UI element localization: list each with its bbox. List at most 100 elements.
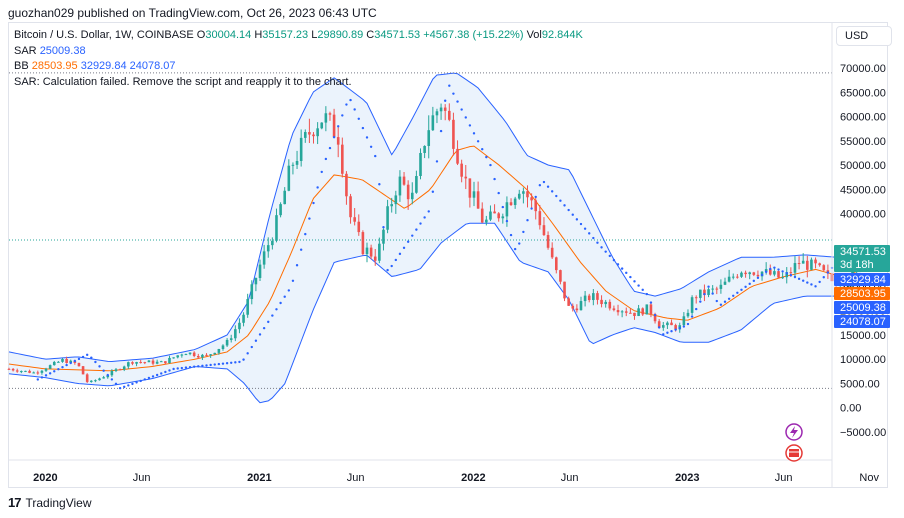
sar-dot <box>106 373 109 377</box>
price-label-box <box>834 245 890 272</box>
candle-body <box>600 299 603 305</box>
bb-basis-value: 28503.95 <box>31 60 78 72</box>
candle-body <box>814 259 817 264</box>
candle-body <box>213 352 217 355</box>
sar-dot <box>238 360 241 364</box>
currency-button[interactable]: USD <box>836 26 892 46</box>
candle-body <box>258 264 262 278</box>
candle-body <box>246 299 249 315</box>
sar-dot <box>493 177 496 181</box>
candle-body <box>48 365 52 369</box>
sar-dot <box>328 146 332 150</box>
sar-dot <box>448 84 451 87</box>
sar-dot <box>369 145 373 148</box>
candle-body <box>443 107 447 111</box>
candle-body <box>563 281 566 299</box>
sar-dot <box>695 307 698 311</box>
candle-body <box>645 304 649 315</box>
candle-body <box>723 281 727 285</box>
sar-dot <box>36 378 40 381</box>
candle-body <box>57 361 60 363</box>
candle-body <box>308 132 311 135</box>
candle-body <box>234 329 237 339</box>
candle-body <box>28 370 31 373</box>
candle-body <box>822 265 826 271</box>
candle-body <box>781 277 784 279</box>
candle-body <box>810 259 813 270</box>
sar-dot <box>213 363 216 366</box>
sar-dot <box>793 275 797 279</box>
sar-dot <box>390 264 393 268</box>
candle-body <box>731 276 735 278</box>
sar-dot <box>476 140 480 143</box>
candle-body <box>480 208 484 223</box>
candle-body <box>439 107 443 112</box>
sar-dot <box>814 285 817 288</box>
candle-body <box>793 263 797 273</box>
candle-body <box>365 247 369 255</box>
sar-label: SAR <box>14 44 37 57</box>
candle-body <box>382 229 385 244</box>
price-label-text: 25009.38 <box>840 302 886 314</box>
sar-dot <box>501 205 505 209</box>
sar-dot <box>287 289 291 292</box>
sar-dot <box>353 108 356 111</box>
open-label: O <box>196 29 206 41</box>
candle-body <box>209 354 212 356</box>
sar-dot <box>732 294 735 297</box>
sar-dot <box>608 254 611 258</box>
sar-dot <box>550 190 554 193</box>
sar-dot <box>546 185 550 188</box>
low-label: L <box>311 29 318 41</box>
candle-body <box>406 184 410 200</box>
candle-body <box>143 362 147 364</box>
sar-dot <box>209 363 212 367</box>
sar-dot <box>711 292 714 295</box>
sar-dot <box>299 248 303 251</box>
candle-body <box>542 225 546 236</box>
sar-dot <box>485 155 488 159</box>
sar-dot <box>620 267 624 270</box>
sar-dot <box>616 263 620 266</box>
candle-body <box>431 115 435 131</box>
y-tick-label: 40000.00 <box>840 209 886 221</box>
sar-dot <box>723 300 727 303</box>
sar-dot <box>777 268 780 271</box>
y-tick-label: −5000.00 <box>840 427 886 439</box>
candle-body <box>464 176 468 179</box>
candle-body <box>587 295 591 301</box>
candle-body <box>341 144 344 174</box>
sar-dot <box>345 103 348 106</box>
candle-body <box>102 377 105 379</box>
sar-dot <box>666 331 669 334</box>
sar-dot <box>279 301 282 305</box>
close-value: 34571.53 <box>374 29 421 41</box>
legend-sar-row[interactable]: SAR 25009.38 <box>14 44 583 60</box>
candle-body <box>452 119 455 149</box>
sar-dot <box>744 285 747 289</box>
bb-upper-value: 32929.84 <box>80 60 127 72</box>
y-tick-label: 10000.00 <box>840 354 886 366</box>
candle-body <box>423 145 426 153</box>
sar-dot <box>341 114 344 117</box>
candle-body <box>262 251 266 265</box>
symbol-name[interactable]: Bitcoin / U.S. Dollar, 1W, COINBASE <box>14 29 194 41</box>
candle-body <box>764 269 768 272</box>
volume-value: 92.844K <box>541 29 583 41</box>
candle-body <box>20 371 23 373</box>
candle-body <box>229 338 233 340</box>
candle-body <box>332 114 336 138</box>
candle-body <box>295 160 299 165</box>
bb-upper-line <box>8 72 862 362</box>
sar-dot <box>781 270 784 273</box>
sar-dot <box>320 170 323 174</box>
candle-body <box>460 163 463 177</box>
sar-dot <box>118 386 122 390</box>
candle-body <box>312 134 315 137</box>
legend-bb-row[interactable]: BB 28503.95 32929.84 24078.07 <box>14 59 583 75</box>
sar-dot <box>155 373 159 377</box>
candle-body <box>579 301 583 311</box>
candle-body <box>653 314 657 322</box>
sar-dot <box>423 216 426 219</box>
